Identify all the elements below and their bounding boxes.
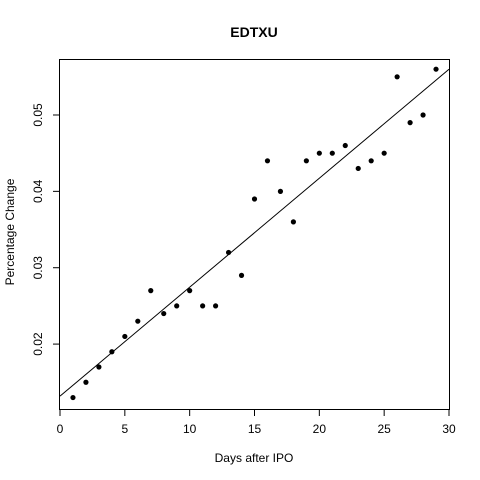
data-point bbox=[70, 394, 76, 401]
data-point bbox=[238, 272, 245, 278]
y-tick-label: 0.02 bbox=[31, 332, 45, 356]
y-axis-label: Percentage Change bbox=[3, 178, 17, 285]
data-point bbox=[420, 112, 426, 118]
data-points bbox=[70, 66, 439, 401]
regression-line bbox=[59, 68, 450, 397]
data-point bbox=[96, 364, 102, 370]
x-tick-label: 15 bbox=[248, 422, 262, 436]
data-point bbox=[277, 188, 284, 194]
data-point bbox=[213, 303, 219, 309]
y-tick-label: 0.04 bbox=[31, 179, 45, 203]
plot-area bbox=[59, 59, 450, 410]
y-tick-label: 0.03 bbox=[31, 256, 45, 280]
chart-title: EDTXU bbox=[230, 24, 277, 40]
data-point bbox=[83, 379, 89, 385]
x-tick-label: 30 bbox=[442, 422, 456, 436]
data-point bbox=[368, 158, 374, 164]
data-point bbox=[316, 150, 322, 156]
x-axis-label: Days after IPO bbox=[215, 451, 294, 465]
data-point bbox=[122, 333, 128, 340]
data-point bbox=[174, 303, 180, 309]
data-point bbox=[200, 303, 206, 309]
data-point bbox=[394, 74, 400, 80]
x-tick-label: 0 bbox=[57, 422, 64, 436]
data-point bbox=[342, 142, 348, 149]
data-point bbox=[161, 310, 167, 317]
x-tick-label: 5 bbox=[121, 422, 128, 436]
x-axis: 0 5 10 15 20 25 30 bbox=[57, 409, 456, 436]
data-point bbox=[407, 120, 413, 126]
x-tick-label: 25 bbox=[377, 422, 391, 436]
data-point bbox=[264, 158, 271, 164]
data-point bbox=[225, 249, 232, 256]
data-point bbox=[329, 150, 335, 156]
y-tick-label: 0.05 bbox=[31, 103, 45, 127]
data-point bbox=[251, 196, 258, 202]
y-axis: 0.02 0.03 0.04 0.05 bbox=[31, 103, 60, 356]
data-point bbox=[433, 66, 439, 72]
data-point bbox=[303, 158, 309, 164]
data-point bbox=[381, 150, 387, 156]
x-tick-label: 20 bbox=[313, 422, 327, 436]
data-point bbox=[187, 288, 193, 294]
data-point bbox=[135, 318, 141, 324]
x-tick-label: 10 bbox=[183, 422, 197, 436]
data-point bbox=[109, 349, 115, 355]
data-point bbox=[148, 288, 154, 294]
data-point bbox=[290, 219, 296, 225]
data-point bbox=[355, 165, 361, 172]
